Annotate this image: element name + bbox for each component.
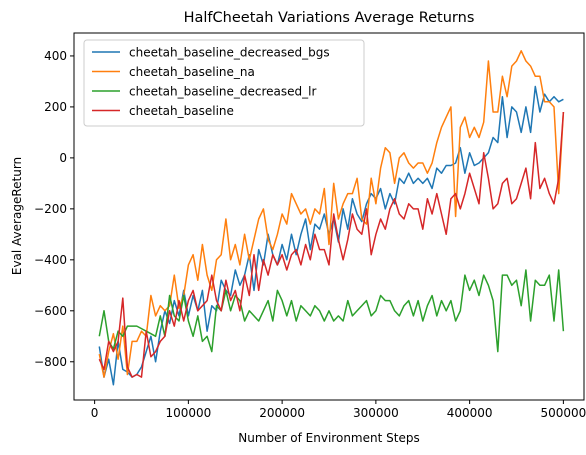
x-tick-label: 400000 (447, 406, 493, 420)
series-line-cheetah-baseline (98, 111, 565, 378)
y-tick-label: −200 (34, 202, 67, 216)
legend-label: cheetah_baseline_decreased_bgs (129, 45, 330, 59)
series-line-cheetah-baseline-decreased-bgs (98, 85, 564, 386)
y-tick-label: 200 (44, 100, 67, 114)
x-tick-label: 200000 (259, 406, 305, 420)
legend-label: cheetah_baseline_decreased_lr (129, 84, 316, 98)
x-tick-label: 100000 (165, 406, 211, 420)
y-tick-label: 400 (44, 49, 67, 63)
y-tick-label: 0 (59, 151, 67, 165)
series-line-cheetah-baseline-na (98, 50, 565, 378)
legend-label: cheetah_baseline (129, 104, 234, 118)
y-axis-label: Eval AverageReturn (10, 157, 24, 275)
x-tick-label: 500000 (540, 406, 586, 420)
y-tick-label: −400 (34, 253, 67, 267)
legend-label: cheetah_baseline_na (129, 65, 255, 79)
legend: cheetah_baseline_decreased_bgs cheetah_ba… (83, 39, 365, 127)
axes-border (73, 32, 585, 401)
y-tick-label: −600 (34, 304, 67, 318)
x-tick-label: 0 (91, 406, 99, 420)
y-tick-label: −800 (34, 355, 67, 369)
x-tick-label: 300000 (353, 406, 399, 420)
x-axis-label: Number of Environment Steps (238, 431, 419, 445)
series-line-cheetah-baseline-decreased-lr (98, 269, 565, 353)
series-layer (98, 50, 565, 386)
chart-title: HalfCheetah Variations Average Returns (184, 10, 475, 26)
x-axis-ticks: 0 100000 200000 300000 400000 500000 (91, 400, 586, 420)
y-axis-ticks: −800 −600 −400 −200 0 200 400 (34, 49, 74, 369)
legend-box (83, 39, 365, 127)
